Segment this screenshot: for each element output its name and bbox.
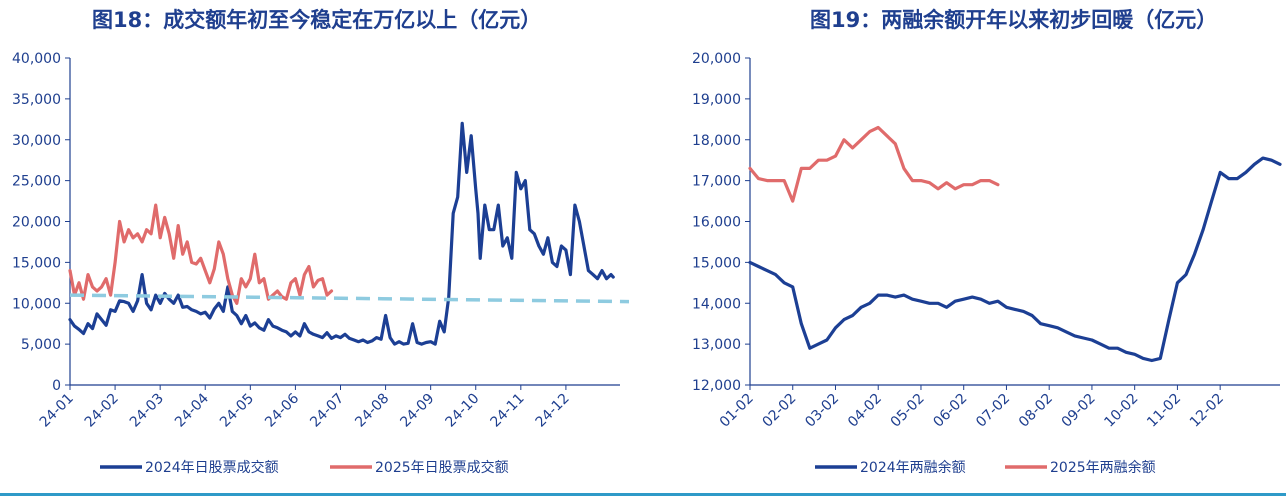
- x-tick-label: 24-01: [37, 391, 77, 431]
- x-tick-label: 06-02: [930, 391, 970, 431]
- series-line-0: [748, 156, 1282, 363]
- left-chart-svg: 0 5,000 10,000 15,000 20,000 25,000 30,000 35,0…: [12, 51, 630, 476]
- x-tick-label: 24-07: [307, 391, 347, 431]
- y-tick-label: 12,000: [692, 378, 741, 394]
- y-tick-label: 18,000: [692, 133, 741, 149]
- x-tick-label: 07-02: [973, 391, 1013, 431]
- x-tick-label: 01-02: [717, 391, 757, 431]
- x-tick-label: 24-11: [488, 391, 528, 431]
- left-chart-title: 图18：成交额年初至今稳定在万亿以上（亿元）: [92, 8, 542, 32]
- left-chart: 图18：成交额年初至今稳定在万亿以上（亿元） 0 5,000 10,000 15,00…: [0, 0, 640, 497]
- x-tick-label: 12-02: [1187, 391, 1227, 431]
- x-tick-label: 02-02: [759, 391, 799, 431]
- y-tick-label: 5,000: [21, 337, 61, 353]
- bottom-rule: [0, 493, 1286, 496]
- legend-label: 2024年两融余额: [860, 459, 966, 476]
- y-tick-label: 0: [52, 378, 61, 394]
- y-tick-label: 15,000: [12, 255, 61, 271]
- x-tick-label: 24-12: [533, 391, 573, 431]
- legend-label: 2024年日股票成交额: [145, 459, 279, 476]
- y-tick-label: 20,000: [692, 51, 741, 67]
- x-tick-label: 24-09: [397, 391, 437, 431]
- series-line-1: [748, 125, 1000, 203]
- y-tick-label: 40,000: [12, 51, 61, 67]
- legend-label: 2025年两融余额: [1050, 459, 1156, 476]
- y-tick-label: 15,000: [692, 255, 741, 271]
- x-tick-label: 09-02: [1059, 391, 1099, 431]
- y-tick-label: 14,000: [692, 296, 741, 312]
- x-tick-label: 08-02: [1016, 391, 1056, 431]
- x-tick-label: 24-03: [127, 391, 167, 431]
- x-tick-label: 10-02: [1101, 391, 1141, 431]
- y-tick-label: 10,000: [12, 296, 61, 312]
- x-tick-label: 24-10: [442, 391, 482, 431]
- reference-dashed-line: [69, 293, 630, 304]
- legend-label: 2025年日股票成交额: [375, 459, 509, 476]
- x-tick-label: 24-05: [217, 391, 257, 431]
- x-tick-label: 05-02: [888, 391, 928, 431]
- x-tick-label: 24-04: [172, 390, 212, 430]
- y-tick-label: 20,000: [12, 215, 61, 231]
- series-line-1: [68, 203, 334, 305]
- y-tick-label: 25,000: [12, 174, 61, 190]
- x-tick-label: 11-02: [1144, 391, 1184, 431]
- y-tick-label: 13,000: [692, 337, 741, 353]
- series-line-0: [68, 121, 615, 346]
- y-tick-label: 19,000: [692, 92, 741, 108]
- x-tick-label: 24-06: [262, 390, 302, 430]
- y-tick-label: 16,000: [692, 215, 741, 231]
- x-tick-label: 03-02: [802, 391, 842, 431]
- y-tick-label: 30,000: [12, 133, 61, 149]
- right-chart-title: 图19：两融余额开年以来初步回暖（亿元）: [810, 8, 1218, 32]
- x-tick-label: 04-02: [845, 391, 885, 431]
- x-tick-label: 24-08: [352, 391, 392, 431]
- right-chart: 图19：两融余额开年以来初步回暖（亿元） 12,000 13,000 14,000 1…: [660, 0, 1286, 497]
- y-tick-label: 35,000: [12, 92, 61, 108]
- y-tick-label: 17,000: [692, 174, 741, 190]
- right-chart-svg: 12,000 13,000 14,000 15,000 16,000 17,000 18,0…: [692, 51, 1282, 476]
- x-tick-label: 24-02: [82, 391, 122, 431]
